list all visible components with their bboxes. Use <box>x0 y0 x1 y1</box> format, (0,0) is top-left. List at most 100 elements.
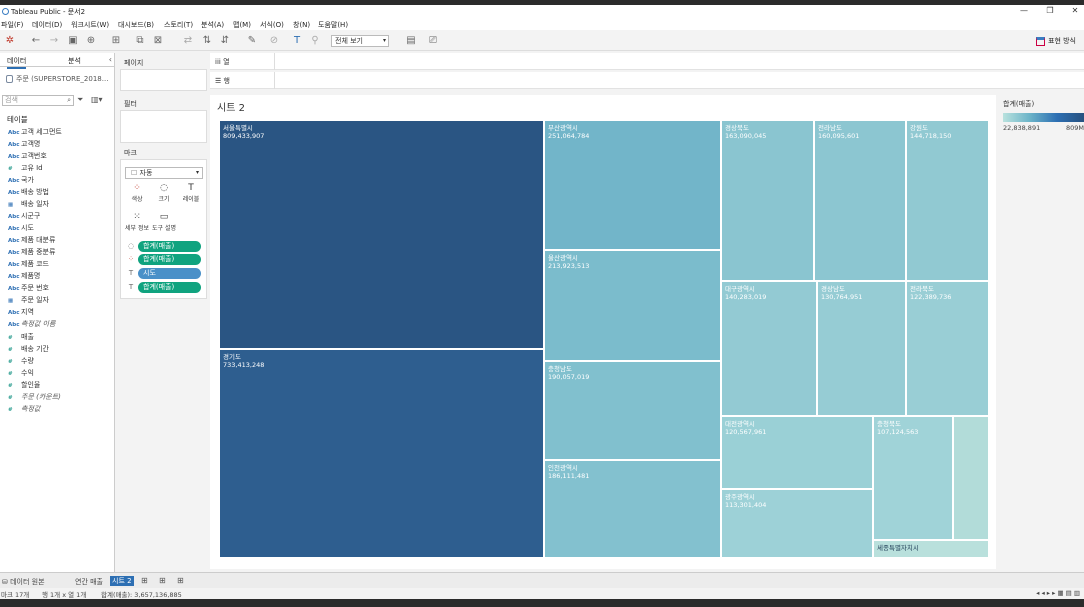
show-cards-icon[interactable]: ▤ <box>406 35 416 46</box>
treemap-tile[interactable]: 충청남도 190,057,019 <box>544 361 721 460</box>
show-mark-labels-icon[interactable]: T <box>293 35 301 46</box>
tableau-home-icon[interactable]: ✲ <box>5 35 15 46</box>
treemap-tile[interactable]: 경기도 733,413,248 <box>219 349 544 558</box>
rows-shelf[interactable]: ☰ 행 <box>210 72 1084 89</box>
sort-ascending-icon[interactable]: ⇅ <box>202 35 212 46</box>
restore-button[interactable]: ❐ <box>1046 6 1054 15</box>
field-item[interactable]: Abc 고객번호 <box>8 151 47 161</box>
treemap-tile[interactable]: 전라북도 122,389,736 <box>906 281 989 416</box>
field-item[interactable]: Abc 측정값 이름 <box>8 319 55 329</box>
sort-descending-icon[interactable]: ⇵ <box>220 35 230 46</box>
treemap-tile[interactable] <box>953 416 989 540</box>
presentation-mode-icon[interactable]: ⎚ <box>429 35 437 46</box>
field-item[interactable]: Abc 국가 <box>8 175 34 185</box>
show-me-button[interactable]: 표현 방식 <box>1036 35 1076 47</box>
treemap-tile[interactable]: 충청북도 107,124,563 <box>873 416 953 540</box>
field-item[interactable]: # 주문 (카운트) <box>8 392 61 402</box>
treemap-tile[interactable]: 강원도 144,718,150 <box>906 120 989 281</box>
label-pill[interactable]: 합계(매출) <box>138 282 201 293</box>
menu-map[interactable]: 맵(M) <box>233 21 251 29</box>
treemap-tile[interactable]: 부산광역시 251,064,784 <box>544 120 721 250</box>
menu-window[interactable]: 창(N) <box>293 21 311 29</box>
treemap-tile[interactable]: 경상북도 163,090,045 <box>721 120 814 281</box>
detail-button[interactable]: ⁙ 세부 정보 <box>125 211 149 235</box>
field-item[interactable]: Abc 시도 <box>8 223 34 233</box>
new-worksheet-icon[interactable]: ⊞ <box>141 576 148 585</box>
highlight-icon[interactable]: ✎ <box>247 35 257 46</box>
field-item[interactable]: Abc 고객 세그먼트 <box>8 127 62 137</box>
field-item[interactable]: Abc 지역 <box>8 307 34 317</box>
label-pill[interactable]: 시도 <box>138 268 201 279</box>
treemap-tile[interactable]: 대전광역시 120,567,961 <box>721 416 873 489</box>
treemap-tile[interactable]: 경상남도 130,764,951 <box>817 281 906 416</box>
new-story-icon[interactable]: ⊞ <box>177 576 184 585</box>
pin-axes-icon[interactable]: ⚲ <box>311 35 319 46</box>
treemap-tile[interactable]: 세종특별자치시 <box>873 540 989 558</box>
treemap-tile[interactable]: 전라남도 160,095,601 <box>814 120 906 281</box>
field-item[interactable]: # 수량 <box>8 356 34 366</box>
redo-icon[interactable]: → <box>49 35 59 46</box>
color-button[interactable]: ⁘ 색상 <box>125 182 149 206</box>
field-item[interactable]: ▦ 주문 일자 <box>8 295 49 305</box>
sheet-tab-sheet2[interactable]: 시트 2 <box>110 576 134 586</box>
treemap-tile[interactable]: 광주광역시 113,301,404 <box>721 489 873 558</box>
treemap-tile[interactable]: 서울특별시 809,433,907 <box>219 120 544 349</box>
field-item[interactable]: Abc 고객명 <box>8 139 40 149</box>
menu-worksheet[interactable]: 워크시트(W) <box>71 21 110 29</box>
swap-rows-columns-icon[interactable]: ⇄ <box>183 35 193 46</box>
save-icon[interactable]: ▣ <box>68 35 78 46</box>
field-item[interactable]: Abc 제품 코드 <box>8 259 49 269</box>
color-pill[interactable]: 합계(매출) <box>138 254 201 265</box>
field-item[interactable]: # 고유 Id <box>8 163 43 173</box>
menu-data[interactable]: 데이터(D) <box>32 21 63 29</box>
field-item[interactable]: # 배송 기간 <box>8 344 49 354</box>
field-item[interactable]: Abc 제품 대분류 <box>8 235 55 245</box>
field-item[interactable]: # 매출 <box>8 332 34 342</box>
menu-help[interactable]: 도움말(H) <box>318 21 349 29</box>
menu-dashboard[interactable]: 대시보드(B) <box>118 21 155 29</box>
field-item[interactable]: Abc 제품 중분류 <box>8 247 55 257</box>
field-item[interactable]: Abc 제품명 <box>8 271 40 281</box>
new-dashboard-icon[interactable]: ⊞ <box>159 576 166 585</box>
new-datasource-icon[interactable]: ⊕ <box>86 35 96 46</box>
filters-shelf[interactable] <box>120 110 207 143</box>
field-item[interactable]: # 수익 <box>8 368 34 378</box>
close-button[interactable]: ✕ <box>1071 6 1079 15</box>
mark-type-select[interactable]: ☐ 자동 ▾ <box>125 167 203 179</box>
data-source-tab[interactable]: ⛁ 데이터 원본 <box>2 577 45 587</box>
treemap-tile[interactable]: 울산광역시 213,923,513 <box>544 250 721 361</box>
treemap-tile[interactable]: 대구광역시 140,283,019 <box>721 281 817 416</box>
field-item[interactable]: Abc 배송 방법 <box>8 187 49 197</box>
field-item[interactable]: # 측정값 <box>8 404 40 414</box>
sheet-title[interactable]: 시트 2 <box>217 103 245 114</box>
data-source-item[interactable]: 주문 (SUPERSTORE_2018... <box>6 74 108 84</box>
pages-shelf[interactable] <box>120 69 207 91</box>
menu-analysis[interactable]: 분석(A) <box>201 21 225 29</box>
clear-sheet-icon[interactable]: ⊠ <box>153 35 163 46</box>
menu-story[interactable]: 스토리(T) <box>164 21 194 29</box>
undo-icon[interactable]: ← <box>31 35 41 46</box>
view-options-icon[interactable]: ▥▾ <box>90 95 103 104</box>
collapse-pane-icon[interactable]: ‹ <box>108 55 112 64</box>
sheet-tab-annual-sales[interactable]: 연간 매출 <box>75 578 103 586</box>
field-item[interactable]: # 할인율 <box>8 380 40 390</box>
color-legend[interactable]: 합계(매출) 22,838,891 809M <box>1000 95 1084 145</box>
field-item[interactable]: Abc 주문 번호 <box>8 283 49 293</box>
menu-file[interactable]: 파일(F) <box>1 21 24 29</box>
size-pill[interactable]: 합계(매출) <box>138 241 201 252</box>
columns-shelf[interactable]: iii 열 <box>210 53 1084 70</box>
new-worksheet-icon[interactable]: ⊞ <box>111 35 121 46</box>
tooltip-button[interactable]: ▭ 도구 설명 <box>152 211 176 235</box>
tab-analysis[interactable]: 분석 <box>68 57 81 65</box>
sheet-navigation[interactable]: ◂ ◂ ▸ ▸ ▦ ▤ ▥ <box>1036 589 1080 597</box>
field-item[interactable]: Abc 시군구 <box>8 211 40 221</box>
duplicate-sheet-icon[interactable]: ⧉ <box>136 35 144 46</box>
treemap-tile[interactable]: 인천광역시 186,111,481 <box>544 460 721 558</box>
menu-format[interactable]: 서식(O) <box>260 21 284 29</box>
size-button[interactable]: ◌ 크기 <box>152 182 176 206</box>
tab-data[interactable]: 데이터 <box>7 56 27 69</box>
field-search-input[interactable]: 검색 ⌕ <box>2 95 74 106</box>
label-button[interactable]: T 레이블 <box>179 182 203 206</box>
filter-icon[interactable]: ⏷ <box>77 95 84 104</box>
minimize-button[interactable]: — <box>1020 6 1028 15</box>
